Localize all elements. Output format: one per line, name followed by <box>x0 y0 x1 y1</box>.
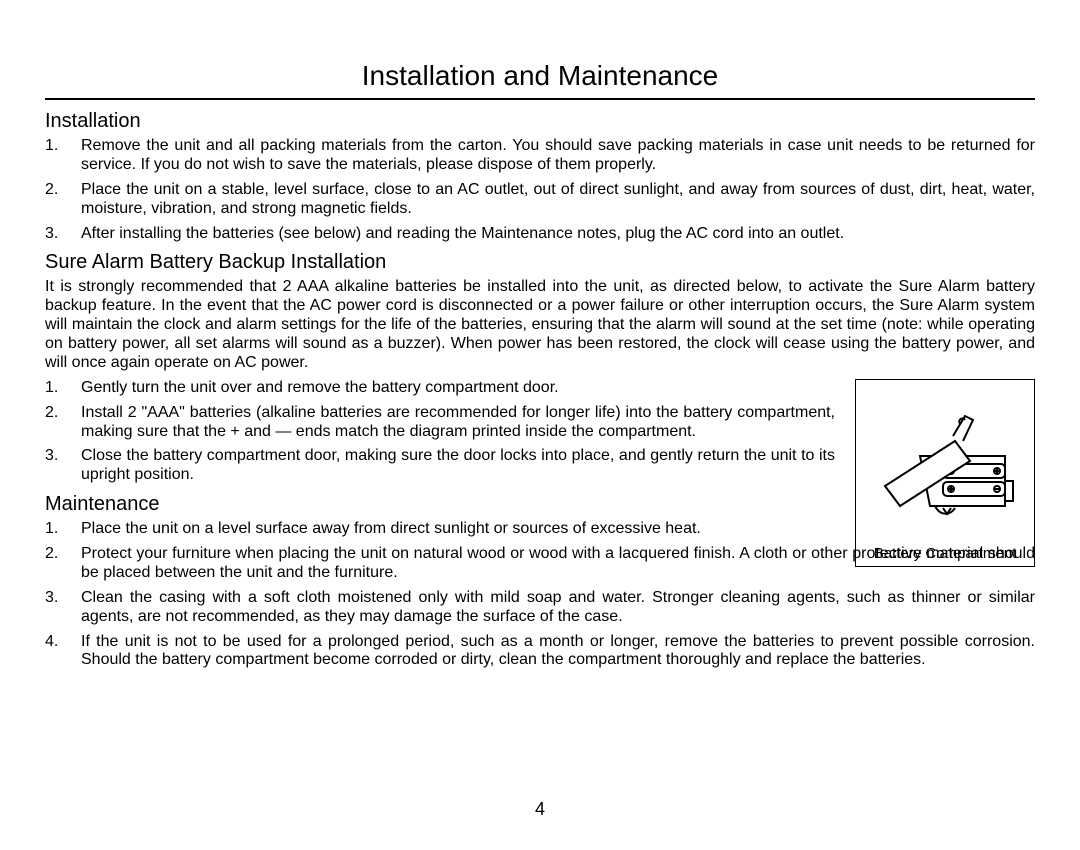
list-item: 1.Gently turn the unit over and remove t… <box>45 379 835 398</box>
battery-section-wrap: Battery Compartment 1.Gently turn the un… <box>45 379 1035 671</box>
list-item-text: Close the battery compartment door, maki… <box>81 447 835 483</box>
list-item-text: Protect your furniture when placing the … <box>81 545 1035 581</box>
list-item-text: After installing the batteries (see belo… <box>81 225 844 242</box>
surealarm-heading: Sure Alarm Battery Backup Installation <box>45 251 1035 274</box>
list-item-text: Remove the unit and all packing material… <box>81 137 1035 173</box>
list-item: 1.Remove the unit and all packing materi… <box>45 137 1035 175</box>
list-item: 3.Close the battery compartment door, ma… <box>45 447 835 485</box>
list-item-text: Clean the casing with a soft cloth moist… <box>81 589 1035 625</box>
list-item: 2.Place the unit on a stable, level surf… <box>45 181 1035 219</box>
list-item: 3.After installing the batteries (see be… <box>45 225 1035 244</box>
list-item-text: If the unit is not to be used for a prol… <box>81 633 1035 669</box>
list-item-text: Place the unit on a stable, level surfac… <box>81 181 1035 217</box>
list-item: 4.If the unit is not to be used for a pr… <box>45 633 1035 671</box>
installation-list: 1.Remove the unit and all packing materi… <box>45 137 1035 243</box>
list-item: 3.Clean the casing with a soft cloth moi… <box>45 589 1035 627</box>
page-number: 4 <box>0 799 1080 820</box>
list-item: 2.Protect your furniture when placing th… <box>45 545 1035 583</box>
list-item: 2.Install 2 "AAA" batteries (alkaline ba… <box>45 404 835 442</box>
list-item-text: Install 2 "AAA" batteries (alkaline batt… <box>81 404 835 440</box>
battery-compartment-icon <box>865 386 1025 536</box>
surealarm-intro: It is strongly recommended that 2 AAA al… <box>45 278 1035 372</box>
installation-heading: Installation <box>45 110 1035 133</box>
list-item-text: Place the unit on a level surface away f… <box>81 520 701 537</box>
list-item-text: Gently turn the unit over and remove the… <box>81 379 559 396</box>
list-item: 1.Place the unit on a level surface away… <box>45 520 1035 539</box>
title-rule <box>45 98 1035 100</box>
page-title: Installation and Maintenance <box>45 60 1035 98</box>
